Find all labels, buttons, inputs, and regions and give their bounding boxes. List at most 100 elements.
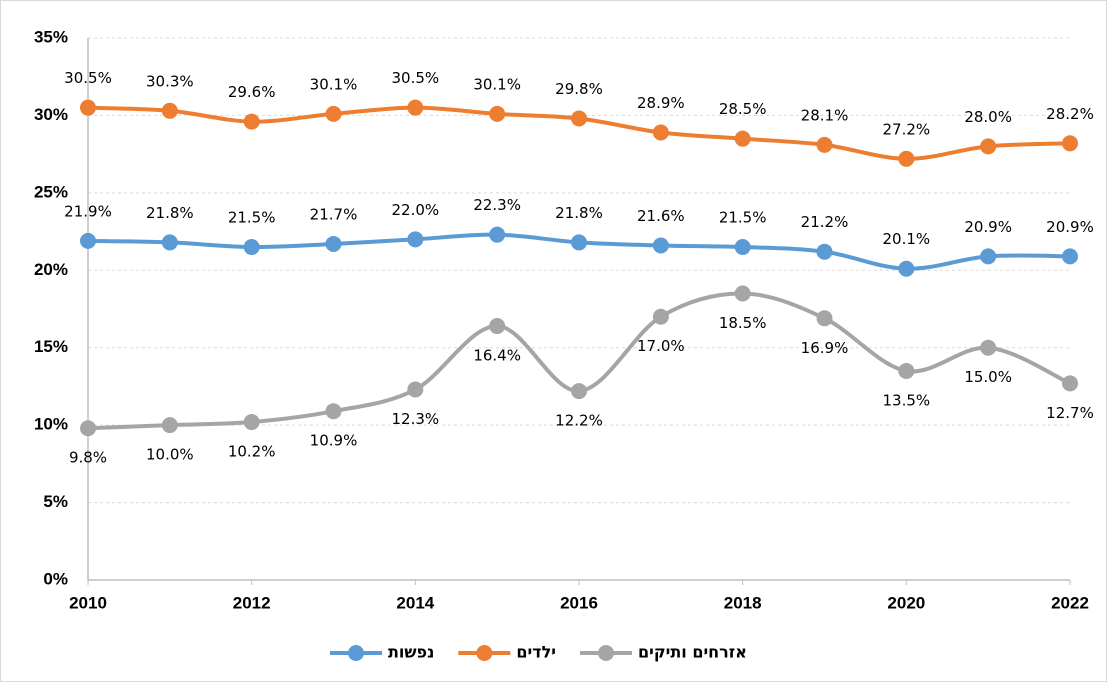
- marker: [980, 248, 997, 265]
- marker: [161, 234, 178, 251]
- x-tick-label: 2014: [396, 593, 434, 612]
- marker: [80, 232, 96, 249]
- value-label: 12.7%: [1046, 404, 1094, 422]
- legend-label: ילדים: [516, 643, 556, 662]
- x-tick-label: 2018: [724, 593, 762, 612]
- y-tick-label: 35%: [34, 27, 68, 46]
- x-tick-label: 2010: [69, 593, 107, 612]
- marker: [734, 285, 751, 302]
- value-label: 21.8%: [146, 204, 194, 222]
- value-label: 21.7%: [310, 205, 358, 223]
- value-label: 21.9%: [64, 202, 112, 220]
- marker: [325, 403, 342, 420]
- marker: [734, 130, 751, 147]
- value-label: 20.9%: [1046, 218, 1094, 236]
- x-tick-label: 2012: [233, 593, 271, 612]
- marker: [980, 339, 997, 356]
- value-label: 30.1%: [473, 75, 521, 93]
- marker: [571, 110, 587, 127]
- y-tick-label: 5%: [43, 492, 68, 511]
- value-label: 21.5%: [228, 209, 276, 227]
- value-label: 21.5%: [719, 209, 767, 227]
- y-tick-label: 25%: [34, 182, 68, 201]
- value-label: 28.2%: [1046, 105, 1094, 123]
- marker: [1062, 248, 1078, 265]
- legend-label: נפשות: [388, 643, 434, 662]
- value-label: 30.1%: [310, 75, 358, 93]
- marker: [407, 99, 424, 116]
- marker: [571, 234, 587, 251]
- marker: [1062, 135, 1078, 152]
- marker: [1062, 375, 1078, 392]
- value-label: 10.0%: [146, 446, 194, 464]
- marker: [816, 243, 833, 260]
- value-label: 28.0%: [964, 108, 1012, 126]
- value-label: 20.1%: [883, 230, 931, 248]
- marker: [489, 105, 506, 122]
- value-label: 17.0%: [637, 337, 685, 355]
- value-label: 16.9%: [801, 339, 849, 357]
- y-tick-label: 20%: [34, 260, 68, 279]
- marker: [161, 102, 178, 119]
- marker: [243, 239, 260, 256]
- marker: [489, 226, 506, 243]
- marker: [652, 308, 669, 325]
- value-label: 22.0%: [392, 201, 440, 219]
- value-label: 20.9%: [964, 218, 1012, 236]
- marker: [980, 138, 997, 155]
- value-label: 22.3%: [473, 196, 521, 214]
- marker: [652, 237, 669, 254]
- legend-label: אזרחים ותיקים: [638, 643, 747, 662]
- marker: [489, 318, 506, 335]
- value-label: 30.5%: [392, 69, 440, 87]
- y-tick-label: 30%: [34, 105, 68, 124]
- y-tick-label: 10%: [34, 415, 68, 434]
- y-tick-label: 0%: [43, 569, 68, 588]
- legend: נפשות ילדים אזרחים ותיקים: [330, 643, 747, 662]
- value-label: 29.6%: [228, 83, 276, 101]
- marker: [243, 414, 260, 431]
- value-label: 15.0%: [964, 368, 1012, 386]
- marker: [243, 113, 260, 130]
- marker: [161, 417, 178, 434]
- marker: [652, 124, 669, 141]
- value-label: 12.3%: [392, 410, 440, 428]
- value-label: 28.1%: [801, 106, 849, 124]
- marker: [80, 420, 96, 437]
- marker: [816, 136, 833, 153]
- value-label: 10.9%: [310, 432, 358, 450]
- legend-marker: [348, 645, 364, 661]
- value-label: 12.2%: [555, 412, 603, 430]
- value-label: 13.5%: [883, 391, 931, 409]
- marker: [898, 362, 915, 379]
- marker: [898, 150, 915, 167]
- value-label: 28.9%: [637, 94, 685, 112]
- value-label: 16.4%: [473, 347, 521, 365]
- value-label: 18.5%: [719, 314, 767, 332]
- value-label: 30.3%: [146, 72, 194, 90]
- y-tick-label: 15%: [34, 337, 68, 356]
- value-label: 21.2%: [801, 213, 849, 231]
- legend-marker: [476, 645, 493, 661]
- value-label: 29.8%: [555, 80, 603, 98]
- marker: [571, 383, 587, 400]
- value-label: 27.2%: [883, 120, 931, 138]
- x-tick-label: 2022: [1051, 593, 1089, 612]
- marker: [325, 235, 342, 252]
- marker: [898, 260, 915, 277]
- marker: [407, 381, 424, 398]
- marker: [734, 239, 751, 256]
- value-label: 9.8%: [69, 449, 107, 467]
- marker: [80, 99, 96, 116]
- value-label: 21.8%: [555, 204, 603, 222]
- value-label: 28.5%: [719, 100, 767, 118]
- x-tick-label: 2016: [560, 593, 598, 612]
- legend-marker: [597, 645, 614, 661]
- value-label: 10.2%: [228, 443, 276, 461]
- value-label: 30.5%: [64, 69, 112, 87]
- x-tick-label: 2020: [887, 593, 925, 612]
- marker: [407, 231, 424, 248]
- marker: [325, 105, 342, 122]
- marker: [816, 310, 833, 327]
